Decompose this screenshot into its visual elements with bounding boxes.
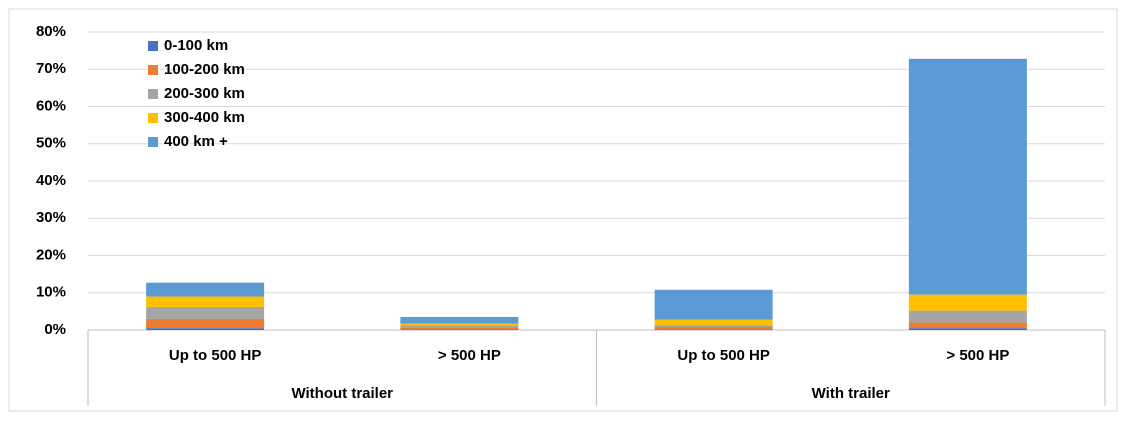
legend-label: 100-200 km <box>164 61 245 78</box>
legend-swatch <box>148 137 158 147</box>
group-label: With trailer <box>812 385 890 402</box>
legend-swatch <box>148 65 158 75</box>
legend-label: 400 km + <box>164 133 228 150</box>
bar-segment <box>400 325 519 328</box>
bar-segment <box>400 316 519 324</box>
y-tick-label: 20% <box>36 246 66 263</box>
y-tick-label: 40% <box>36 172 66 189</box>
bar-segment <box>146 306 265 319</box>
x-tick-label: Up to 500 HP <box>677 347 770 364</box>
bar-segment <box>654 319 773 326</box>
y-tick-label: 50% <box>36 135 66 152</box>
bar-segment <box>654 325 773 328</box>
y-tick-label: 80% <box>36 23 66 40</box>
y-tick-label: 70% <box>36 60 66 77</box>
legend-swatch <box>148 89 158 99</box>
y-tick-label: 0% <box>44 321 66 338</box>
bar-segment <box>908 322 1027 329</box>
bar-segment <box>908 58 1027 295</box>
legend-swatch <box>148 113 158 123</box>
y-tick-label: 30% <box>36 209 66 226</box>
bar-segment <box>654 327 773 330</box>
legend-swatch <box>148 41 158 51</box>
bar-segment <box>908 294 1027 311</box>
group-label: Without trailer <box>291 385 393 402</box>
x-tick-label: > 500 HP <box>438 347 501 364</box>
bar-segment <box>400 327 519 330</box>
legend-label: 200-300 km <box>164 85 245 102</box>
bar-segment <box>146 282 265 297</box>
bar-segment <box>908 310 1027 323</box>
legend-label: 0-100 km <box>164 37 228 54</box>
y-tick-label: 60% <box>36 97 66 114</box>
x-tick-label: Up to 500 HP <box>169 347 262 364</box>
legend-label: 300-400 km <box>164 109 245 126</box>
bar-segment <box>908 328 1027 330</box>
bar-segment <box>654 329 773 330</box>
bar-segment <box>146 296 265 307</box>
bar-segment <box>146 318 265 329</box>
bar-segment <box>400 329 519 330</box>
bar-segment <box>400 323 519 326</box>
y-tick-label: 10% <box>36 284 66 301</box>
x-tick-label: > 500 HP <box>946 347 1009 364</box>
bar-segment <box>654 289 773 320</box>
chart-frame <box>8 8 1118 412</box>
bar-segment <box>146 328 265 330</box>
